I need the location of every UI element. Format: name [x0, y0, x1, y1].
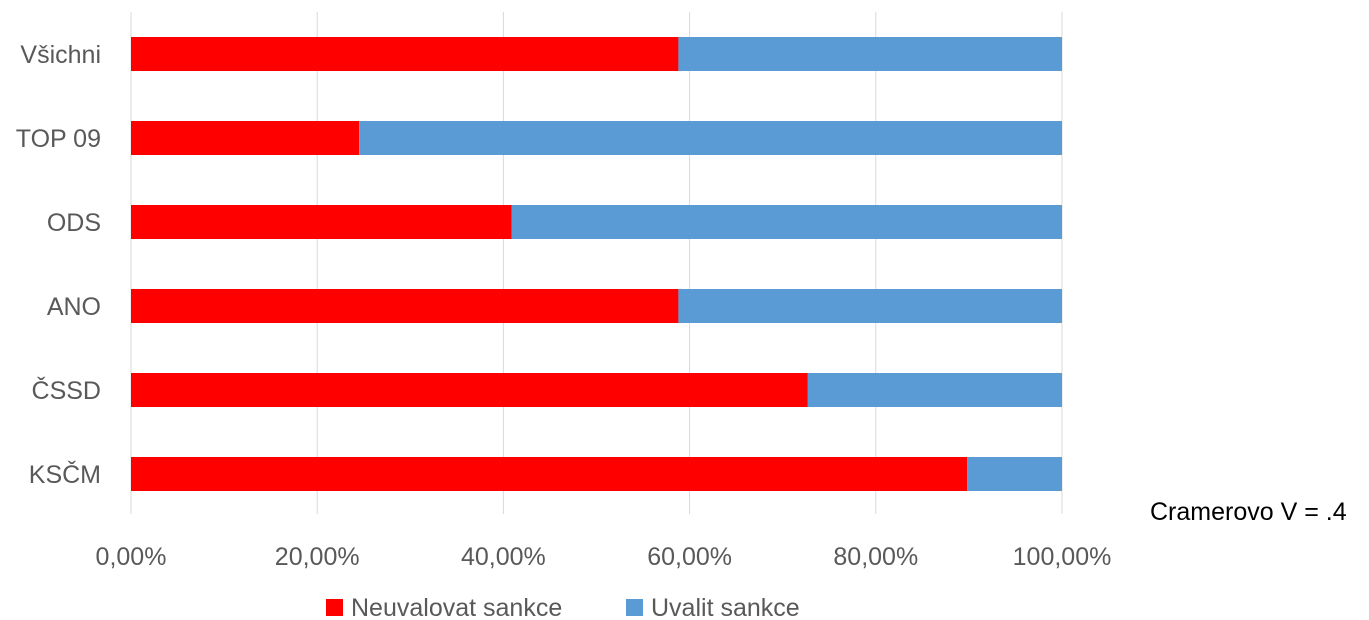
x-tick-label: 0,00% [96, 543, 167, 571]
legend-swatch [626, 599, 643, 616]
cramer-v-annotation: Cramerovo V = .4 [1150, 498, 1347, 526]
legend-label: Uvalit sankce [651, 594, 800, 620]
category-label: TOP 09 [16, 125, 101, 153]
bar-neuvalovat [131, 373, 808, 407]
x-tick-label: 20,00% [275, 543, 360, 571]
x-tick-label: 40,00% [461, 543, 546, 571]
bar-uvalit [967, 457, 1062, 491]
bar-uvalit [678, 289, 1062, 323]
category-label: KSČM [29, 460, 101, 489]
bar-neuvalovat [131, 457, 968, 491]
category-label: ODS [47, 209, 101, 237]
bars [131, 37, 1063, 491]
x-tick-label: 60,00% [647, 543, 732, 571]
bar-neuvalovat [131, 121, 360, 155]
bar-uvalit [678, 37, 1062, 71]
bar-uvalit [359, 121, 1063, 155]
bar-uvalit [807, 373, 1062, 407]
category-label: ČSSD [32, 376, 101, 405]
bar-neuvalovat [131, 289, 679, 323]
bar-neuvalovat [131, 37, 679, 71]
legend-label: Neuvalovat sankce [351, 594, 562, 620]
x-tick-label: 80,00% [833, 543, 918, 571]
legend-swatch [326, 599, 343, 616]
x-tick-labels: 0,00% 20,00% 40,00% 60,00% 80,00% 100,00% [96, 543, 1112, 571]
category-label: ANO [47, 293, 101, 321]
gridlines [130, 12, 1063, 514]
x-tick-label: 100,00% [1013, 543, 1112, 571]
bar-neuvalovat [131, 205, 512, 239]
legend: Neuvalovat sankce Uvalit sankce [326, 594, 800, 620]
category-labels: Všichni TOP 09 ODS ANO ČSSD KSČM [16, 41, 101, 489]
bar-uvalit [511, 205, 1062, 239]
category-label: Všichni [20, 41, 101, 69]
